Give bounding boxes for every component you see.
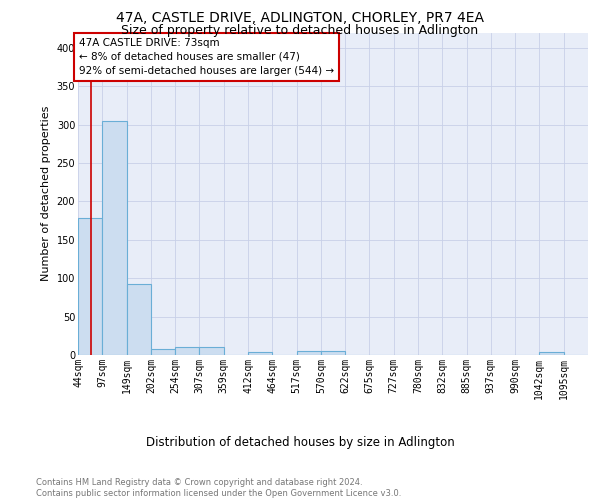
Text: Distribution of detached houses by size in Adlington: Distribution of detached houses by size …: [146, 436, 454, 449]
Bar: [127, 284, 151, 355]
Bar: [151, 349, 175, 355]
Text: Contains HM Land Registry data © Crown copyright and database right 2024.
Contai: Contains HM Land Registry data © Crown c…: [36, 478, 401, 498]
Bar: [539, 352, 563, 355]
Text: 47A CASTLE DRIVE: 73sqm
← 8% of detached houses are smaller (47)
92% of semi-det: 47A CASTLE DRIVE: 73sqm ← 8% of detached…: [79, 38, 334, 76]
Text: Size of property relative to detached houses in Adlington: Size of property relative to detached ho…: [121, 24, 479, 37]
Bar: [175, 348, 199, 355]
Bar: [321, 351, 345, 355]
Bar: [78, 218, 103, 355]
Bar: [296, 351, 321, 355]
Text: 47A, CASTLE DRIVE, ADLINGTON, CHORLEY, PR7 4EA: 47A, CASTLE DRIVE, ADLINGTON, CHORLEY, P…: [116, 11, 484, 25]
Bar: [199, 348, 224, 355]
Bar: [103, 121, 127, 355]
Y-axis label: Number of detached properties: Number of detached properties: [41, 106, 51, 282]
Bar: [248, 352, 272, 355]
